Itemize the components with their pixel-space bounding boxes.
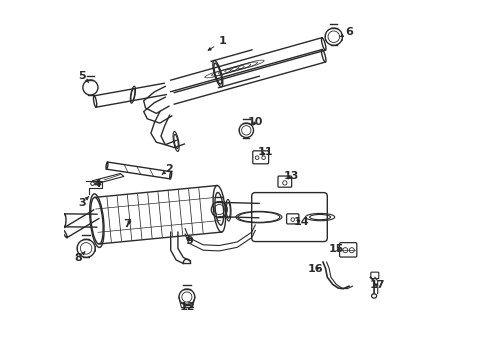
- Text: 16: 16: [306, 264, 322, 274]
- Text: 17: 17: [369, 280, 385, 291]
- Text: 8: 8: [74, 252, 85, 264]
- Text: 1: 1: [208, 36, 226, 50]
- Text: 10: 10: [247, 117, 263, 127]
- Text: 15: 15: [328, 244, 343, 254]
- Text: 2: 2: [162, 164, 172, 174]
- Text: 5: 5: [78, 71, 88, 82]
- Text: 4: 4: [94, 179, 102, 189]
- Text: 14: 14: [293, 217, 308, 228]
- Text: 13: 13: [283, 171, 298, 181]
- Text: 7: 7: [123, 219, 131, 229]
- Text: 9: 9: [185, 236, 193, 246]
- Text: 12: 12: [180, 302, 195, 312]
- Text: 3: 3: [78, 197, 88, 208]
- Text: 11: 11: [257, 147, 273, 157]
- Text: 6: 6: [339, 27, 352, 37]
